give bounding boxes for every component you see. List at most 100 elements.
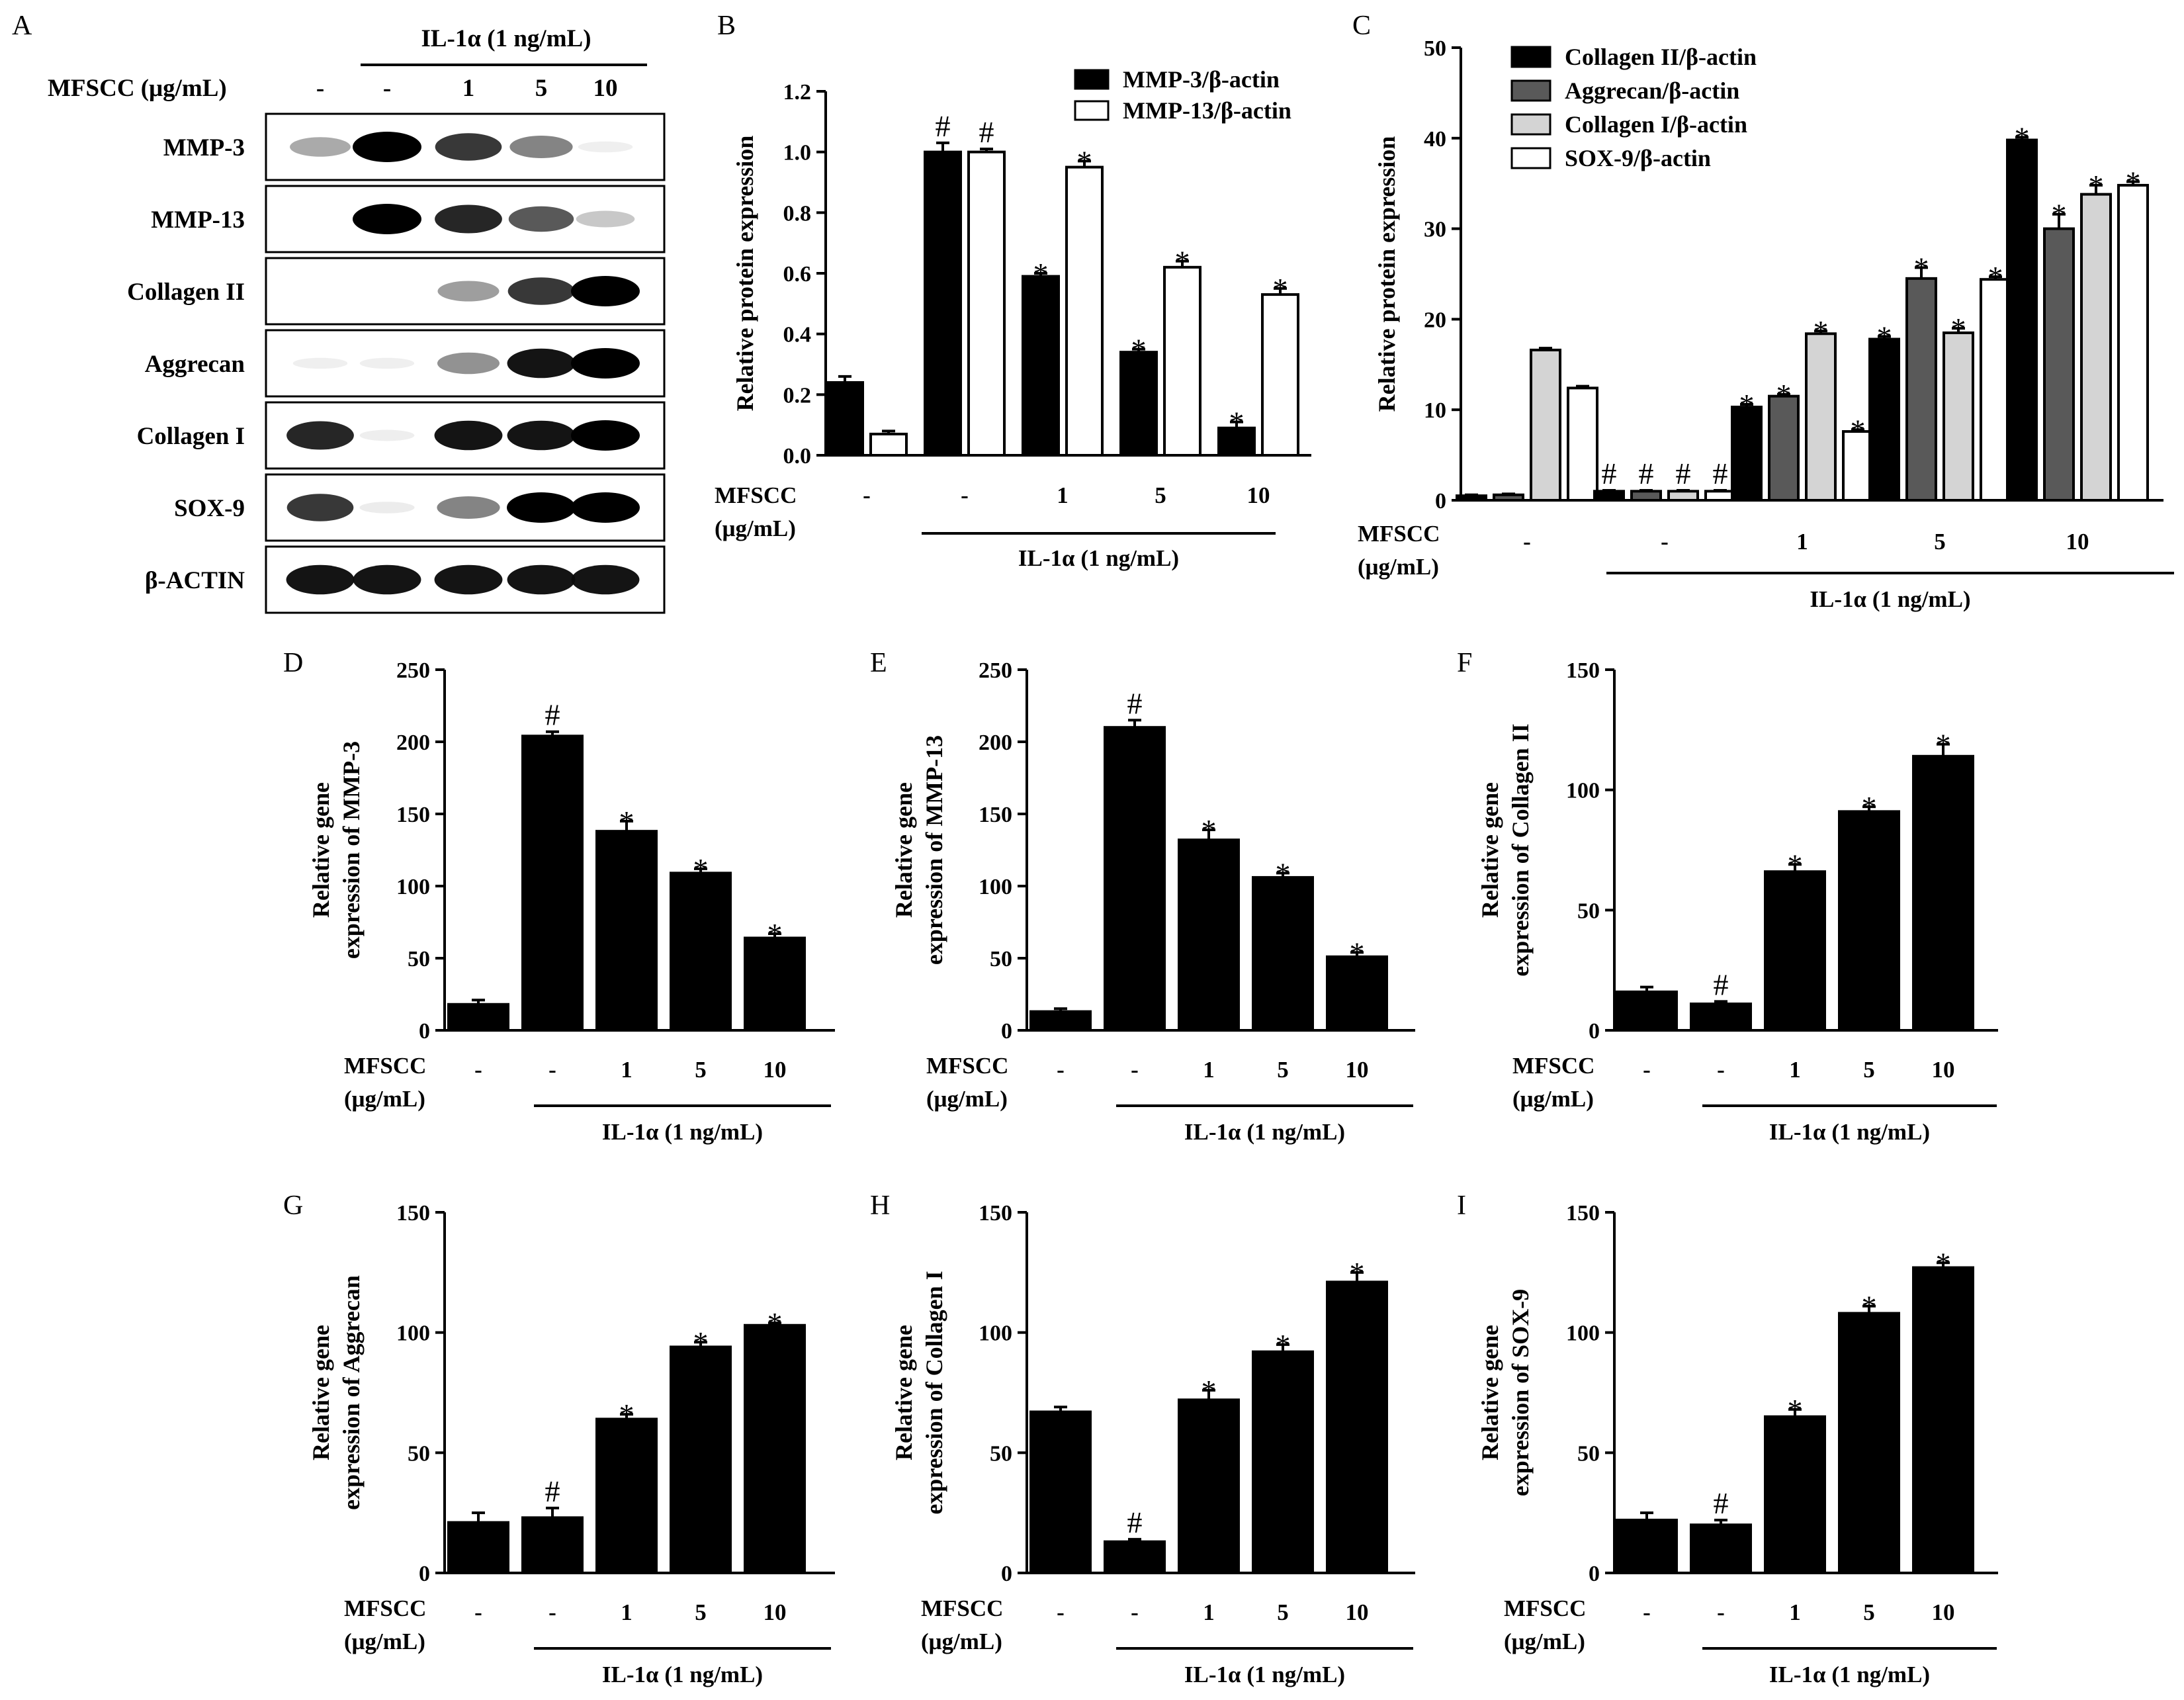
dose-label: MFSCC (μg/mL) xyxy=(1358,521,1440,580)
blot-band xyxy=(290,137,351,157)
y-tick-label: 50 xyxy=(990,1441,1012,1466)
blot-band xyxy=(578,141,633,153)
significance-star: * xyxy=(1951,312,1966,345)
significance-hash: # xyxy=(979,115,994,149)
bar xyxy=(1178,1398,1240,1574)
bar xyxy=(924,150,962,457)
x-tick-label: 1 xyxy=(1057,482,1069,508)
x-tick-label: 5 xyxy=(1277,1057,1289,1083)
panel-letter: H xyxy=(870,1190,890,1221)
panel-letter: G xyxy=(283,1190,303,1221)
bar xyxy=(670,1345,732,1574)
significance-star: * xyxy=(1175,245,1190,279)
bar xyxy=(1667,490,1699,502)
blot-band xyxy=(576,210,635,228)
significance-star: * xyxy=(767,917,783,951)
significance-star: * xyxy=(1914,251,1929,285)
blot-row: MMP-3 xyxy=(163,112,666,181)
y-tick-label: 100 xyxy=(396,1321,430,1346)
bar xyxy=(1326,1280,1388,1575)
significance-star: * xyxy=(1862,790,1877,824)
blot-protein-label: Collagen I xyxy=(137,423,245,450)
x-tick-label: - xyxy=(548,1057,556,1083)
bar xyxy=(1868,337,1900,502)
x-tick-label: 1 xyxy=(1789,1599,1801,1625)
y-axis-label-text: Relative gene expression of MMP-13 xyxy=(891,735,947,965)
x-tick-label: 5 xyxy=(1934,529,1946,555)
bar xyxy=(1022,275,1060,457)
bar xyxy=(967,150,1006,457)
significance-star: * xyxy=(1739,388,1755,422)
x-tick-label: - xyxy=(1717,1057,1725,1083)
y-tick-label: 30 xyxy=(1424,218,1446,242)
x-tick-label: 10 xyxy=(1247,482,1270,508)
x-tick-label: 10 xyxy=(1932,1057,1955,1083)
significance-star: * xyxy=(1350,936,1365,969)
y-axis-label-text: Relative protein expression xyxy=(732,136,758,412)
y-tick-label: 100 xyxy=(979,1321,1012,1346)
bar xyxy=(1456,494,1487,502)
x-tick-label: 5 xyxy=(1277,1599,1289,1625)
bar xyxy=(1104,1540,1166,1574)
significance-star: * xyxy=(1131,333,1147,367)
y-axis-label: Relative gene expression of MMP-3 xyxy=(308,741,365,959)
y-tick-label: 0 xyxy=(419,1019,430,1044)
y-tick-label: 150 xyxy=(1566,1201,1600,1226)
legend-label: SOX-9/β-actin xyxy=(1565,145,1711,171)
panel-c: C 0 10 20 30 40 50 Relative protein expression -… xyxy=(1352,11,2174,612)
significance-hash: # xyxy=(545,1474,560,1508)
treatment-label: IL-1α (1 ng/mL) xyxy=(1769,1662,1930,1687)
y-tick-label: 50 xyxy=(408,947,430,971)
blot-row: SOX-9 xyxy=(174,473,666,542)
x-tick-label: - xyxy=(548,1599,556,1625)
bar xyxy=(1530,348,1561,502)
blot-band xyxy=(353,132,421,162)
blot-band xyxy=(437,281,500,302)
y-tick-label: 0.4 xyxy=(783,323,812,347)
bar xyxy=(1768,394,1800,502)
significance-hash: # xyxy=(1639,457,1654,490)
panel-i: I 0 50 100 150 Relative gene expression of SOX… xyxy=(1457,1190,1998,1687)
significance-hash: # xyxy=(1602,457,1617,490)
y-axis-label-text: Relative gene expression of MMP-3 xyxy=(308,741,365,959)
y-axis-label: Relative gene expression of MMP-13 xyxy=(891,735,947,965)
significance-star: * xyxy=(1936,1246,1951,1280)
blot-band xyxy=(292,357,348,369)
x-tick-label: 10 xyxy=(764,1599,787,1625)
x-tick-label: - xyxy=(1643,1057,1651,1083)
panel-f: F 0 50 100 150 Relative gene expression of Col… xyxy=(1457,648,1998,1145)
blot-lane-label: - xyxy=(383,75,391,102)
significance-star: * xyxy=(1201,813,1217,847)
blot-band xyxy=(434,420,503,451)
bar xyxy=(521,735,584,1032)
treatment-label: IL-1α (1 ng/mL) xyxy=(602,1119,763,1145)
y-axis-label: Relative gene expression of SOX-9 xyxy=(1477,1289,1534,1496)
bar xyxy=(447,1003,509,1032)
significance-star: * xyxy=(1273,272,1288,306)
bar xyxy=(1261,293,1299,457)
dose-label: MFSCC (μg/mL) xyxy=(1504,1595,1586,1654)
blot-band xyxy=(507,492,576,523)
panel-a: A IL-1α (1 ng/mL) MFSCC (μg/mL) - - 1 5 10 MMP-3… xyxy=(12,11,666,614)
bar xyxy=(2043,227,2075,502)
y-axis-label: Relative gene expression of Aggrecan xyxy=(308,1275,365,1510)
bar xyxy=(670,872,732,1032)
legend-swatch xyxy=(1510,113,1551,136)
bar xyxy=(1029,1010,1092,1032)
y-tick-label: 0.2 xyxy=(783,383,812,408)
blot-band xyxy=(509,136,573,158)
bar xyxy=(1593,490,1625,502)
x-tick-label: 1 xyxy=(1203,1599,1215,1625)
bar xyxy=(1690,1003,1752,1032)
significance-star: * xyxy=(1229,406,1245,439)
bar xyxy=(744,1323,806,1575)
legend-swatch xyxy=(1074,69,1110,90)
significance-star: * xyxy=(1862,1290,1877,1323)
significance-star: * xyxy=(1813,314,1829,348)
significance-hash: # xyxy=(1713,457,1728,490)
x-tick-label: - xyxy=(1661,529,1669,555)
blot-band xyxy=(359,502,415,514)
significance-star: * xyxy=(1077,144,1092,178)
treatment-label: IL-1α (1 ng/mL) xyxy=(1184,1662,1345,1687)
